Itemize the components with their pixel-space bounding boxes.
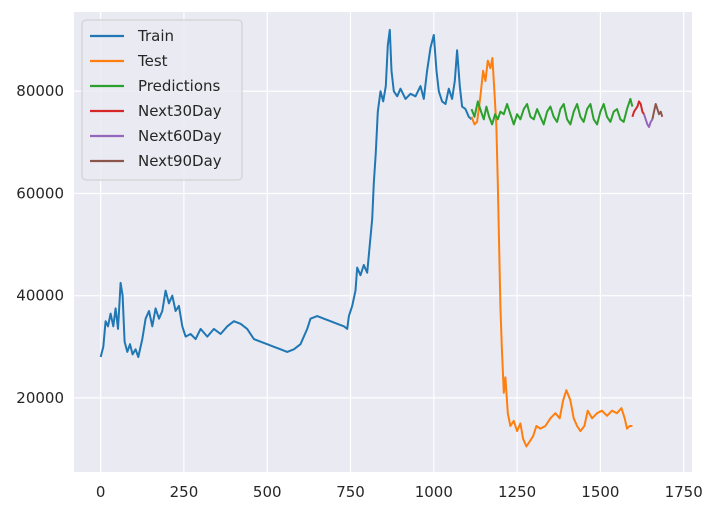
y-tick-label: 60000 <box>16 184 64 202</box>
series-line-next90day <box>651 103 664 120</box>
legend-label: Next60Day <box>138 127 222 145</box>
x-tick-label: 1750 <box>665 483 703 501</box>
x-tick-label: 250 <box>170 483 199 501</box>
y-tick-label: 40000 <box>16 287 64 305</box>
series-line-predictions <box>470 97 634 126</box>
legend-label: Train <box>137 27 174 45</box>
y-axis-ticks: 20000 40000 60000 80000 <box>16 82 64 407</box>
x-tick-label: 500 <box>253 483 282 501</box>
series-line-next30day <box>631 100 645 118</box>
legend-label: Next90Day <box>138 152 222 170</box>
x-tick-label: 0 <box>96 483 106 501</box>
legend: Train Test Predictions Next30Day Next60Day Ne… <box>81 19 243 181</box>
x-tick-label: 1250 <box>498 483 536 501</box>
legend-label: Test <box>137 52 168 70</box>
series-line-next60day <box>643 113 654 128</box>
x-tick-label: 750 <box>336 483 365 501</box>
legend-label: Predictions <box>138 77 221 95</box>
x-tick-label: 1000 <box>415 483 453 501</box>
y-tick-label: 20000 <box>16 389 64 407</box>
grid <box>74 12 692 472</box>
x-axis-ticks: 0 250 500 750 1000 1250 1500 1750 <box>96 483 703 501</box>
y-tick-label: 80000 <box>16 82 64 100</box>
series-lines <box>99 28 664 448</box>
series-line-test <box>470 57 633 448</box>
series-line-train <box>99 28 473 358</box>
x-tick-label: 1500 <box>581 483 619 501</box>
legend-label: Next30Day <box>138 102 222 120</box>
